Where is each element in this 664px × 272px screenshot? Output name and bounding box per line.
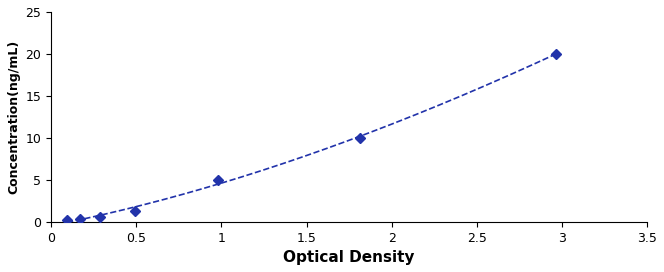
X-axis label: Optical Density: Optical Density: [284, 250, 415, 265]
Y-axis label: Concentration(ng/mL): Concentration(ng/mL): [7, 40, 20, 194]
